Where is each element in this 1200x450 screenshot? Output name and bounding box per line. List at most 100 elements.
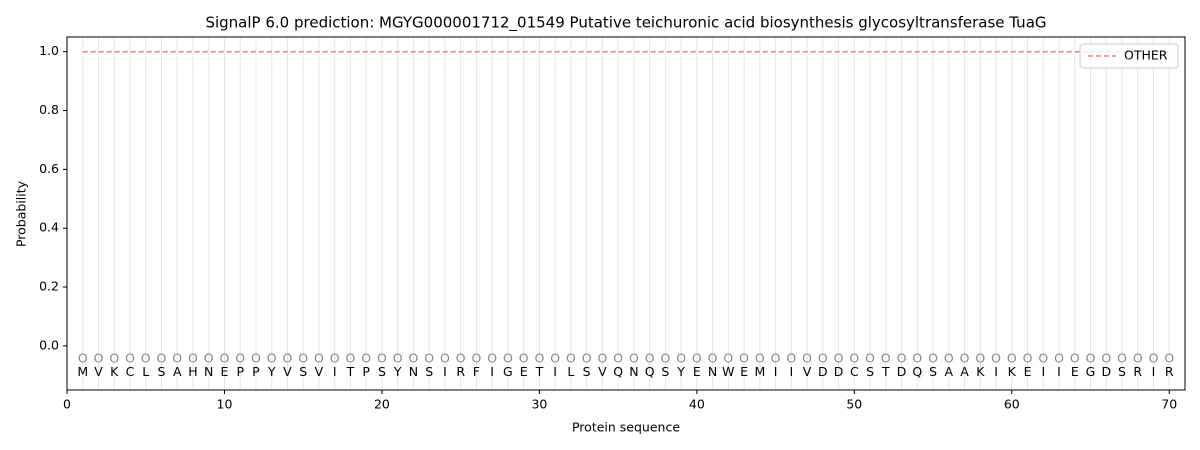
region-label: O: [487, 351, 497, 366]
region-label: O: [550, 351, 560, 366]
residue-label: I: [333, 364, 337, 379]
region-label: O: [204, 351, 214, 366]
region-label: O: [78, 351, 88, 366]
residue-label: E: [1024, 364, 1032, 379]
residue-label: Q: [645, 364, 655, 379]
region-label: O: [597, 351, 607, 366]
x-tick-label: 70: [1161, 397, 1177, 412]
residue-label: S: [866, 364, 874, 379]
residue-label: S: [929, 364, 937, 379]
residue-label: Y: [676, 364, 685, 379]
residue-label: P: [252, 364, 260, 379]
residue-label: S: [158, 364, 166, 379]
region-label: O: [409, 351, 419, 366]
residue-label: P: [362, 364, 370, 379]
residue-label: W: [722, 364, 734, 379]
residue-label: K: [1008, 364, 1017, 379]
region-label: O: [1164, 351, 1174, 366]
region-label: O: [582, 351, 592, 366]
residue-label: Q: [912, 364, 922, 379]
residue-label: L: [142, 364, 149, 379]
plot-frame: [66, 36, 1186, 391]
legend-label: OTHER: [1124, 48, 1168, 63]
region-label: O: [897, 351, 907, 366]
region-label: O: [613, 351, 623, 366]
region-label: O: [471, 351, 481, 366]
region-label: O: [188, 351, 198, 366]
region-label: O: [534, 351, 544, 366]
residue-label: V: [94, 364, 103, 379]
region-label: O: [912, 351, 922, 366]
residue-label: D: [834, 364, 844, 379]
residue-label: E: [740, 364, 748, 379]
chart-title: SignalP 6.0 prediction: MGYG000001712_01…: [205, 14, 1046, 33]
residue-label: V: [598, 364, 607, 379]
residue-label: D: [897, 364, 907, 379]
region-label: O: [109, 351, 119, 366]
region-label: O: [1023, 351, 1033, 366]
residue-label: V: [803, 364, 812, 379]
residue-label: T: [881, 364, 890, 379]
residue-label: A: [960, 364, 969, 379]
residue-label: E: [1071, 364, 1079, 379]
residue-label: A: [173, 364, 182, 379]
region-label: O: [283, 351, 293, 366]
region-label: O: [361, 351, 371, 366]
region-label: O: [676, 351, 686, 366]
residue-label: C: [850, 364, 859, 379]
x-tick-label: 10: [217, 397, 233, 412]
residue-label: S: [299, 364, 307, 379]
region-label: O: [330, 351, 340, 366]
x-tick-label: 0: [63, 397, 71, 412]
residue-label: R: [1133, 364, 1142, 379]
residue-label: V: [283, 364, 292, 379]
region-label: O: [298, 351, 308, 366]
region-label: O: [1007, 351, 1017, 366]
y-tick-label: 0.2: [39, 279, 59, 294]
region-label: O: [928, 351, 938, 366]
region-label: O: [818, 351, 828, 366]
region-label: O: [1070, 351, 1080, 366]
residue-label: S: [425, 364, 433, 379]
region-label: O: [440, 351, 450, 366]
residue-label: S: [583, 364, 591, 379]
residue-label: S: [661, 364, 669, 379]
region-label: O: [865, 351, 875, 366]
region-label: O: [503, 351, 513, 366]
residue-label: I: [1152, 364, 1156, 379]
residue-label: R: [456, 364, 465, 379]
region-label: O: [566, 351, 576, 366]
region-label: O: [834, 351, 844, 366]
residue-label: I: [774, 364, 778, 379]
residue-label: T: [535, 364, 544, 379]
residue-label: K: [110, 364, 119, 379]
region-label: O: [771, 351, 781, 366]
residue-label: L: [567, 364, 574, 379]
x-tick-label: 40: [689, 397, 705, 412]
y-tick-label: 0.0: [39, 337, 59, 352]
residue-label: P: [236, 364, 244, 379]
region-label: O: [519, 351, 529, 366]
residue-label: C: [126, 364, 135, 379]
region-label: O: [960, 351, 970, 366]
residue-label: N: [204, 364, 213, 379]
residue-label: Q: [613, 364, 623, 379]
region-label: O: [708, 351, 718, 366]
region-label: O: [314, 351, 324, 366]
region-label: O: [1117, 351, 1127, 366]
region-label: O: [1054, 351, 1064, 366]
residue-label: D: [1101, 364, 1111, 379]
region-label: O: [723, 351, 733, 366]
region-label: O: [991, 351, 1001, 366]
y-tick-label: 0.4: [39, 220, 59, 235]
region-label: O: [251, 351, 261, 366]
x-tick-label: 50: [846, 397, 862, 412]
region-label: O: [94, 351, 104, 366]
region-label: O: [944, 351, 954, 366]
x-axis-label: Protein sequence: [572, 420, 680, 435]
residue-label: R: [1165, 364, 1174, 379]
residue-label: I: [490, 364, 494, 379]
residue-label: K: [976, 364, 985, 379]
region-label: O: [645, 351, 655, 366]
